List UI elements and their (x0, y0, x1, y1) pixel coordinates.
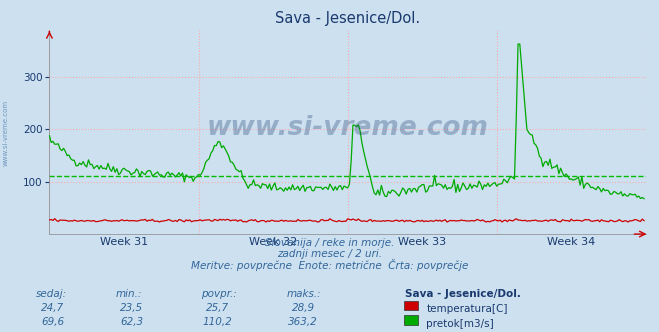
Text: Slovenija / reke in morje.: Slovenija / reke in morje. (265, 238, 394, 248)
Text: zadnji mesec / 2 uri.: zadnji mesec / 2 uri. (277, 249, 382, 259)
Text: 69,6: 69,6 (41, 317, 65, 327)
Text: pretok[m3/s]: pretok[m3/s] (426, 319, 494, 329)
Text: 23,5: 23,5 (120, 303, 144, 313)
Text: 25,7: 25,7 (206, 303, 229, 313)
Text: 62,3: 62,3 (120, 317, 144, 327)
Text: 28,9: 28,9 (291, 303, 315, 313)
Text: maks.:: maks.: (287, 289, 322, 299)
Text: temperatura[C]: temperatura[C] (426, 304, 508, 314)
Text: povpr.:: povpr.: (201, 289, 237, 299)
Title: Sava - Jesenice/Dol.: Sava - Jesenice/Dol. (275, 11, 420, 26)
Text: 24,7: 24,7 (41, 303, 65, 313)
Text: sedaj:: sedaj: (36, 289, 67, 299)
Text: www.si-vreme.com: www.si-vreme.com (2, 100, 9, 166)
Text: www.si-vreme.com: www.si-vreme.com (207, 115, 488, 141)
Text: min.:: min.: (115, 289, 142, 299)
Text: Meritve: povprečne  Enote: metrične  Črta: povprečje: Meritve: povprečne Enote: metrične Črta:… (191, 259, 468, 271)
Text: 363,2: 363,2 (288, 317, 318, 327)
Text: Sava - Jesenice/Dol.: Sava - Jesenice/Dol. (405, 289, 521, 299)
Text: 110,2: 110,2 (202, 317, 233, 327)
